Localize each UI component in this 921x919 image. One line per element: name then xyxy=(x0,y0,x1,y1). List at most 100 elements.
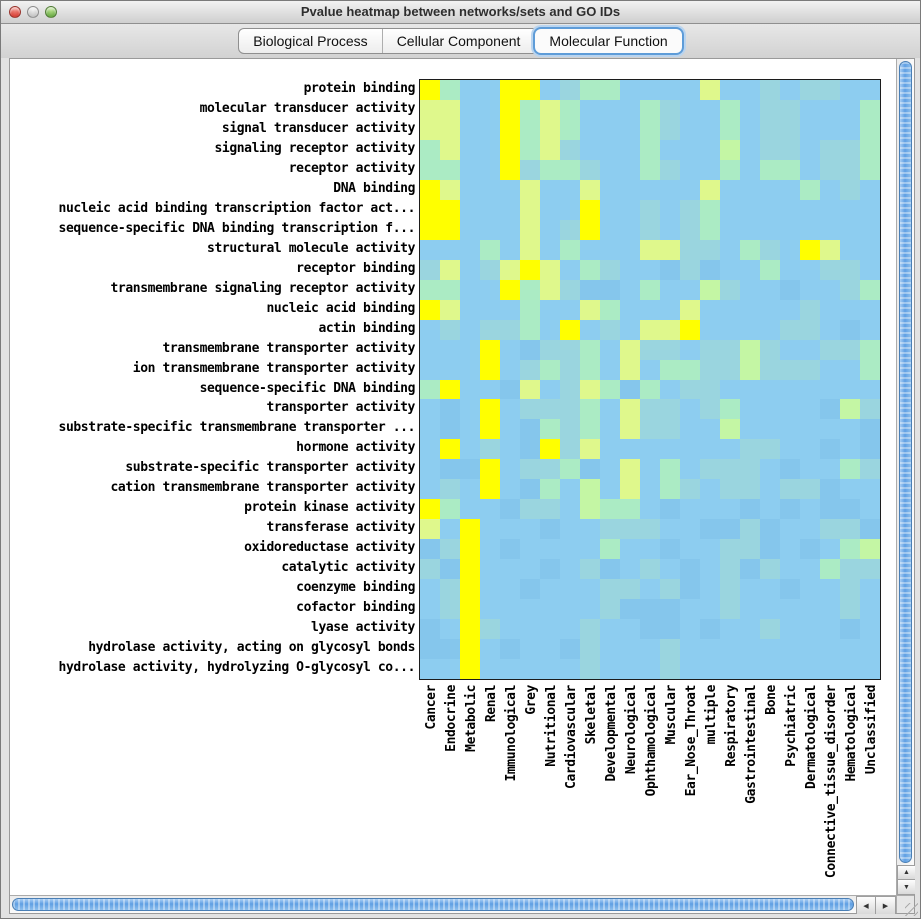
heatmap-cell xyxy=(440,99,460,120)
heatmap-cell xyxy=(640,379,660,400)
vertical-scrollbar[interactable]: ▲ ▼ xyxy=(896,59,915,895)
heatmap-cell xyxy=(820,139,840,160)
heatmap-cell xyxy=(420,399,440,420)
heatmap-cell xyxy=(420,299,440,320)
heatmap-cell xyxy=(420,599,440,620)
scroll-up-button[interactable]: ▲ xyxy=(897,865,915,880)
heatmap-cell xyxy=(800,299,820,320)
heatmap-cell xyxy=(420,239,440,260)
heatmap-cell xyxy=(580,299,600,320)
heatmap-cell xyxy=(740,139,760,160)
heatmap-cell xyxy=(700,619,720,640)
heatmap-cell xyxy=(440,539,460,560)
heatmap-cell xyxy=(500,99,520,120)
scroll-down-button[interactable]: ▼ xyxy=(897,880,915,895)
horizontal-scrollbar-thumb[interactable] xyxy=(12,898,854,911)
heatmap-cell xyxy=(840,219,860,240)
heatmap-cell xyxy=(540,179,560,200)
heatmap-cell xyxy=(680,339,700,360)
heatmap-cell xyxy=(580,359,600,380)
heatmap-cell xyxy=(660,239,680,260)
heatmap-cell xyxy=(460,539,480,560)
heatmap-cell xyxy=(780,579,800,600)
heatmap-cell xyxy=(520,439,540,460)
heatmap-cell xyxy=(540,99,560,120)
heatmap-cell xyxy=(640,399,660,420)
heatmap-cell xyxy=(700,439,720,460)
vertical-scrollbar-thumb[interactable] xyxy=(899,61,912,863)
heatmap-cell xyxy=(800,379,820,400)
heatmap-cell xyxy=(620,339,640,360)
close-button[interactable] xyxy=(9,6,21,18)
heatmap-cell xyxy=(500,179,520,200)
tab-biological-process[interactable]: Biological Process xyxy=(239,29,383,53)
heatmap-cell xyxy=(600,379,620,400)
heatmap-cell xyxy=(760,559,780,580)
heatmap-cell xyxy=(520,619,540,640)
heatmap-cell xyxy=(760,119,780,140)
zoom-button[interactable] xyxy=(45,6,57,18)
heatmap-cell xyxy=(460,439,480,460)
scroll-right-button[interactable]: ▶ xyxy=(876,896,896,914)
heatmap-cell xyxy=(800,279,820,300)
heatmap-cell xyxy=(440,459,460,480)
down-arrow-icon: ▼ xyxy=(903,883,910,891)
heatmap-cell xyxy=(520,219,540,240)
heatmap-cell xyxy=(780,359,800,380)
heatmap-cell xyxy=(540,199,560,220)
heatmap-cell xyxy=(580,239,600,260)
tab-molecular-function[interactable]: Molecular Function xyxy=(535,29,682,53)
heatmap-cell xyxy=(500,80,520,100)
col-label: Immunological xyxy=(504,685,519,782)
heatmap-cell xyxy=(620,80,640,100)
heatmap-cell xyxy=(820,439,840,460)
resize-grip-icon[interactable] xyxy=(905,903,918,916)
heatmap-cell xyxy=(760,199,780,220)
heatmap-cell xyxy=(800,539,820,560)
row-label: protein kinase activity xyxy=(244,500,415,516)
heatmap-cell xyxy=(600,599,620,620)
heatmap-cell xyxy=(700,119,720,140)
heatmap-cell xyxy=(600,359,620,380)
heatmap-cell xyxy=(660,99,680,120)
heatmap-cell xyxy=(860,659,880,679)
heatmap-cell xyxy=(580,219,600,240)
heatmap-cell xyxy=(680,419,700,440)
heatmap-cell xyxy=(540,519,560,540)
heatmap-cell xyxy=(600,199,620,220)
heatmap-cell xyxy=(560,399,580,420)
heatmap-cell xyxy=(680,479,700,500)
heatmap-cell xyxy=(820,359,840,380)
heatmap-cell xyxy=(540,119,560,140)
tab-cellular-component[interactable]: Cellular Component xyxy=(383,29,536,53)
heatmap-cell xyxy=(420,479,440,500)
title-bar[interactable]: Pvalue heatmap between networks/sets and… xyxy=(1,1,920,24)
horizontal-scrollbar[interactable]: ◀ ▶ xyxy=(10,895,896,914)
heatmap-cell xyxy=(740,399,760,420)
heatmap-cell xyxy=(660,439,680,460)
heatmap-cell xyxy=(720,479,740,500)
heatmap-cell xyxy=(660,80,680,100)
heatmap-cell xyxy=(640,599,660,620)
row-label: cation transmembrane transporter activit… xyxy=(110,480,416,496)
heatmap-cell xyxy=(460,379,480,400)
heatmap-cell xyxy=(820,99,840,120)
heatmap-cell xyxy=(800,599,820,620)
heatmap-cell xyxy=(720,439,740,460)
heatmap-cell xyxy=(800,519,820,540)
heatmap-cell xyxy=(680,179,700,200)
heatmap-cell xyxy=(640,119,660,140)
heatmap-cell xyxy=(840,599,860,620)
heatmap-cell xyxy=(660,639,680,660)
heatmap-cell xyxy=(620,319,640,340)
minimize-button[interactable] xyxy=(27,6,39,18)
heatmap-cell xyxy=(840,379,860,400)
heatmap-cell xyxy=(840,619,860,640)
heatmap-cell xyxy=(780,499,800,520)
heatmap-cell xyxy=(620,299,640,320)
scroll-left-button[interactable]: ◀ xyxy=(856,896,876,914)
heatmap-cell xyxy=(780,159,800,180)
heatmap-cell xyxy=(660,119,680,140)
heatmap-cell xyxy=(540,219,560,240)
heatmap-cell xyxy=(680,659,700,679)
